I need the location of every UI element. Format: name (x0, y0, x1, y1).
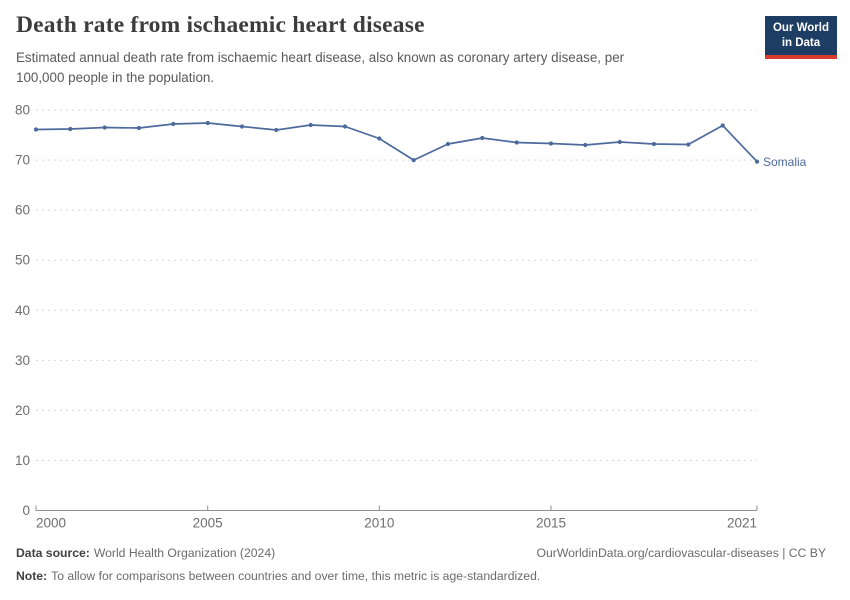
line-chart-canvas: 0 10 20 30 40 50 60 70 80 2000 2005 2010 2015 2021 Som… (15, 103, 807, 531)
data-point (651, 141, 657, 147)
data-source: Data source: World Health Organization (2… (16, 545, 275, 561)
data-point (548, 141, 554, 146)
data-point (377, 136, 382, 141)
data-point (342, 124, 348, 129)
data-point (583, 142, 588, 148)
x-axis-tick-label: 2000 (36, 516, 66, 531)
page-title: Death rate from ischaemic heart disease (16, 12, 425, 38)
owid-logo-line2: in Data (781, 37, 821, 50)
y-axis-tick-label: 0 (22, 503, 30, 518)
data-point (68, 126, 73, 132)
y-axis-tick-label: 20 (15, 403, 30, 418)
note-label: Note: (16, 569, 48, 584)
data-point (686, 142, 691, 147)
chart-subtitle-line2: 100,000 people in the population. (16, 70, 215, 86)
chart-subtitle-line1: Estimated annual death rate from ischaem… (16, 50, 625, 66)
data-point (239, 124, 245, 129)
data-point (514, 140, 519, 145)
chart-subtitle: Estimated annual death rate from ischaem… (16, 48, 750, 88)
data-point (445, 141, 451, 147)
owid-logo-line1: Our World (772, 22, 829, 34)
data-point (33, 127, 39, 132)
footer-row: Data source: World Health Organization (2… (16, 545, 826, 561)
y-axis-tick-label: 80 (15, 103, 30, 118)
data-point (411, 158, 416, 163)
series-line (35, 122, 758, 163)
y-axis-tick-label: 60 (15, 203, 30, 218)
data-point (102, 125, 107, 130)
data-point (171, 121, 176, 127)
data-point (720, 123, 725, 128)
data-point (308, 122, 313, 128)
data-source-value: World Health Organization (2024) (93, 546, 276, 560)
y-axis-tick-label: 10 (15, 453, 30, 468)
series-label: Somalia (763, 155, 807, 169)
chart-footer: Data source: World Health Organization (2… (16, 545, 826, 585)
data-point (274, 127, 279, 133)
x-axis-tick-label: 2005 (193, 516, 223, 531)
y-axis-tick-label: 40 (15, 303, 30, 318)
y-axis-tick-label: 30 (15, 353, 30, 368)
note: Note: To allow for comparisons between co… (16, 568, 826, 584)
data-point (617, 139, 622, 145)
x-axis-tick-label: 2021 (727, 516, 757, 531)
data-point (136, 125, 142, 131)
data-point (205, 120, 210, 126)
chart-header: Death rate from ischaemic heart disease … (16, 12, 750, 88)
x-axis-tick-label: 2010 (364, 516, 394, 531)
data-point (754, 159, 760, 164)
data-source-label: Data source: (16, 546, 90, 560)
y-axis-tick-label: 50 (15, 253, 30, 268)
y-axis-tick-label: 70 (15, 153, 30, 168)
x-axis-tick-label: 2015 (536, 516, 566, 531)
data-point (480, 135, 485, 141)
owid-logo: Our World in Data (764, 16, 837, 60)
citation: OurWorldinData.org/cardiovascular-diseas… (536, 546, 826, 560)
note-value: To allow for comparisons between countri… (51, 569, 541, 584)
